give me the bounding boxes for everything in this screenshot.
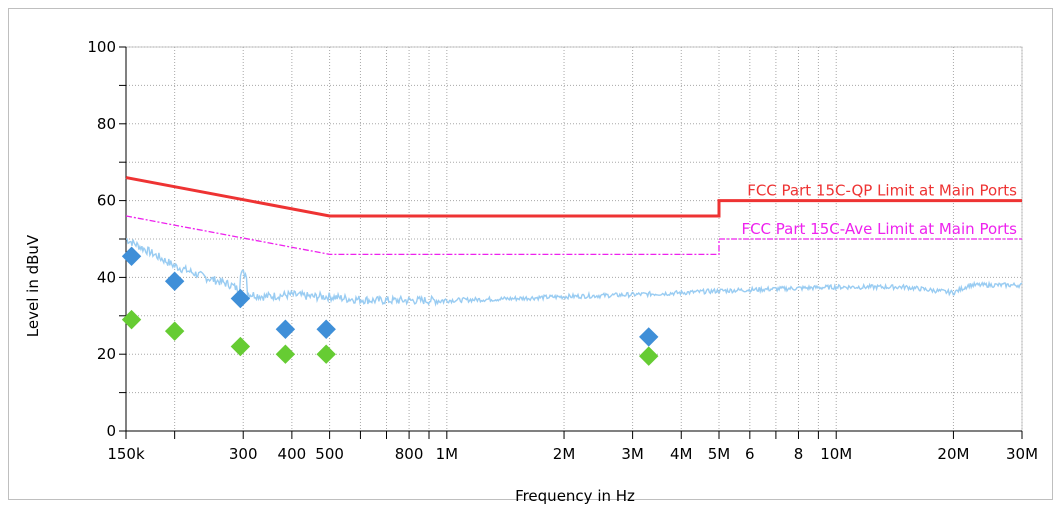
ave-limit-label: FCC Part 15C-Ave Limit at Main Ports: [741, 220, 1017, 238]
ave-marker: [164, 321, 185, 341]
qp-limit-line: [125, 176, 1022, 218]
qp-marker: [121, 246, 142, 266]
x-tick-label: 20M: [937, 445, 969, 463]
ave-marker: [639, 346, 659, 366]
x-tick-label: 800: [395, 445, 424, 463]
series-layer: [121, 176, 1023, 366]
x-tick-label: 1M: [436, 445, 459, 463]
ave-limit-line: [125, 215, 1022, 256]
x-tick-label: 150k: [107, 445, 145, 463]
x-tick-label: 4M: [670, 445, 693, 463]
ave-marker: [121, 309, 142, 330]
x-tick-label: 500: [315, 445, 344, 463]
y-tick-label: 0: [106, 422, 116, 440]
x-tick-label: 2M: [553, 445, 576, 463]
qp-marker: [275, 319, 296, 339]
spectrum-trace: [125, 238, 1023, 307]
x-axis-title: Frequency in Hz: [515, 487, 635, 505]
x-tick-label: 8: [794, 445, 804, 463]
x-tick-label: 6: [745, 445, 755, 463]
axes: 0 20 40 60 80 100 150k 300 400 500 800 1M 2M 3M 4M 5M 6 8…: [87, 38, 1038, 463]
x-tick-label: 300: [229, 445, 258, 463]
y-axis-title: Level in dBuV: [24, 234, 42, 337]
qp-limit-label: FCC Part 15C-QP Limit at Main Ports: [747, 182, 1017, 200]
y-tick-label: 80: [97, 115, 116, 133]
x-tick-label: 400: [278, 445, 307, 463]
x-tick-label: 3M: [621, 445, 644, 463]
qp-marker: [164, 271, 185, 291]
y-tick-label: 40: [97, 268, 116, 286]
ave-marker: [275, 344, 296, 364]
qp-marker: [316, 319, 336, 339]
x-tick-label: 5M: [708, 445, 731, 463]
ave-marker: [230, 336, 251, 357]
ave-marker: [316, 344, 336, 364]
y-tick-label: 20: [97, 345, 116, 363]
labels: FCC Part 15C-QP Limit at Main Ports FCC P…: [741, 182, 1017, 238]
x-tick-label: 10M: [820, 445, 852, 463]
x-tick-label: 30M: [1006, 445, 1038, 463]
y-tick-label: 100: [87, 38, 116, 56]
grid: [125, 46, 1023, 432]
y-tick-label: 60: [97, 192, 116, 210]
qp-marker: [230, 288, 251, 309]
qp-marker: [639, 327, 659, 347]
